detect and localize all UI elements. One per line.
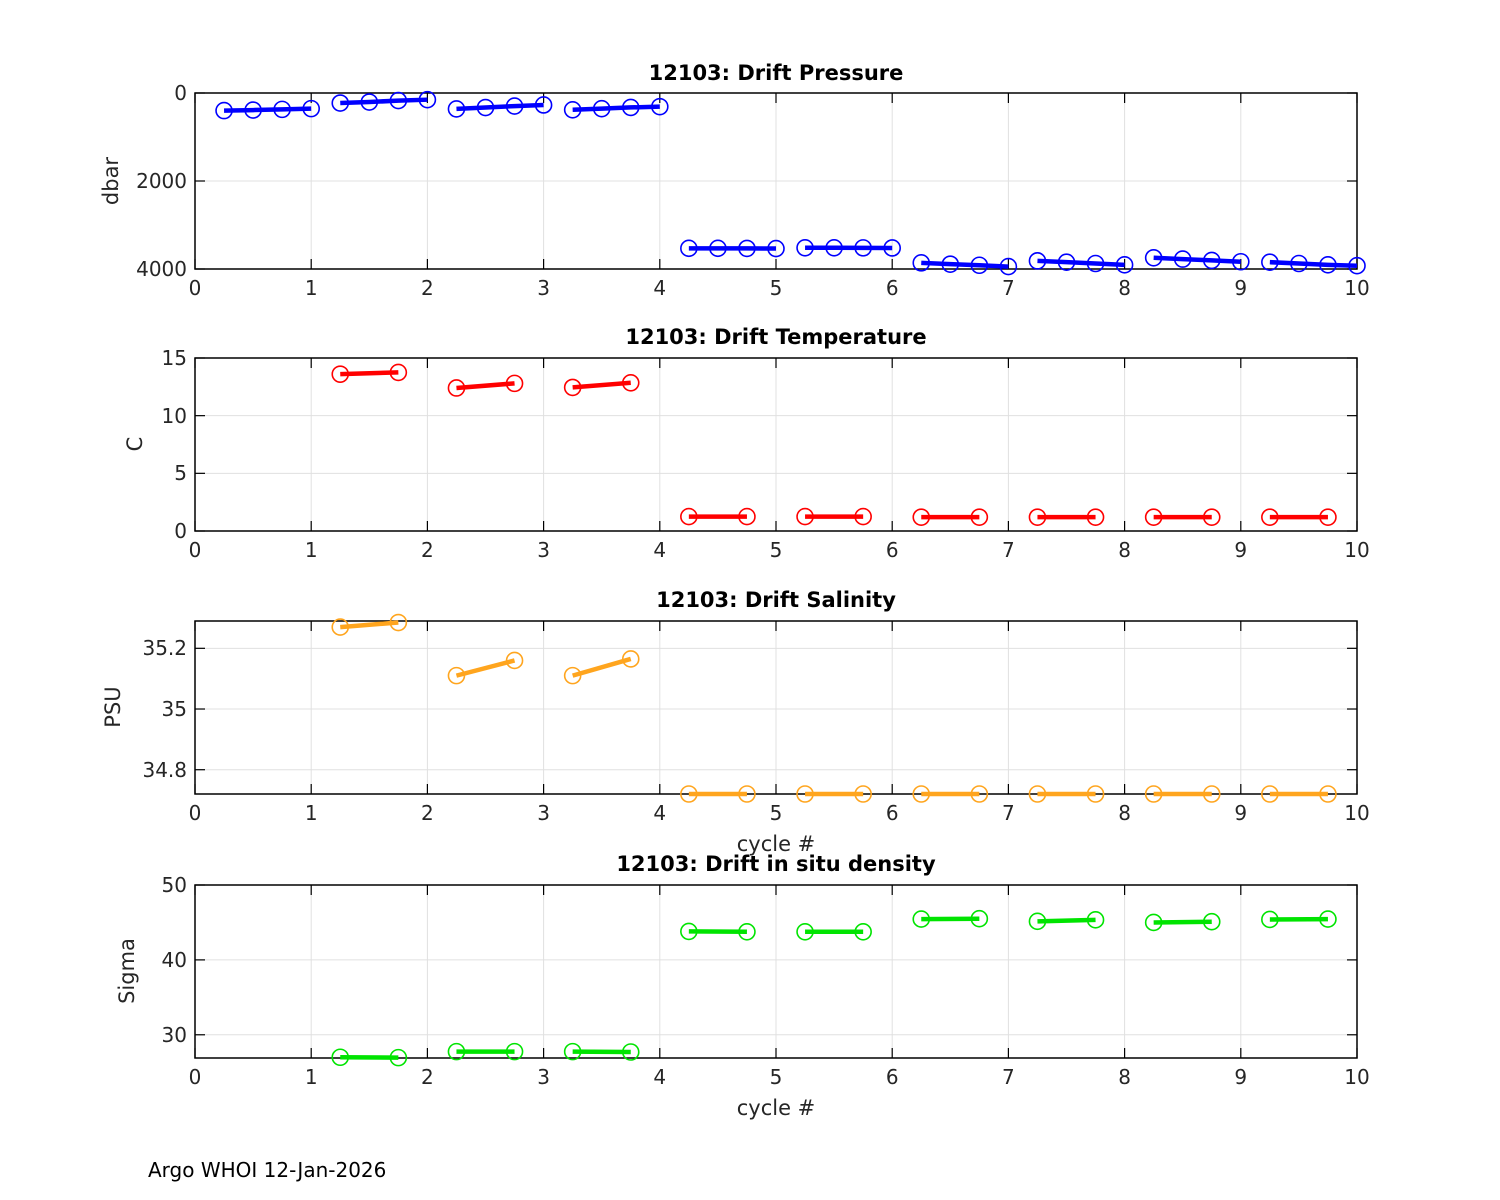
x-tick-label: 5 xyxy=(769,801,783,825)
x-tick-label: 6 xyxy=(885,538,899,562)
x-tick-label: 9 xyxy=(1234,1065,1248,1089)
density-xlabel: cycle # xyxy=(736,1096,816,1120)
salinity-xlabel: cycle # xyxy=(736,832,816,856)
x-tick-label: 1 xyxy=(304,276,318,300)
salinity-plot-area xyxy=(194,613,1358,803)
temperature-ylabel: C xyxy=(123,436,147,452)
density-plot-area xyxy=(194,884,1358,1067)
y-tick-label: 34.8 xyxy=(142,757,187,782)
y-tick-label: 0 xyxy=(174,519,187,543)
density-title: 12103: Drift in situ density xyxy=(616,852,936,876)
pressure-title: 12103: Drift Pressure xyxy=(648,61,904,85)
x-tick-label: 0 xyxy=(188,1065,202,1089)
x-tick-label: 10 xyxy=(1344,276,1370,300)
temperature-plot-area xyxy=(194,357,1358,532)
x-tick-label: 3 xyxy=(537,1065,550,1089)
x-tick-label: 9 xyxy=(1234,801,1248,825)
x-tick-label: 7 xyxy=(1002,801,1015,825)
x-tick-label: 4 xyxy=(653,801,667,825)
temperature-title: 12103: Drift Temperature xyxy=(625,325,927,349)
y-tick-label: 0 xyxy=(174,81,187,105)
x-tick-label: 0 xyxy=(188,538,202,562)
x-tick-label: 6 xyxy=(885,276,899,300)
x-tick-label: 2 xyxy=(421,276,434,300)
pressure-plot-area xyxy=(194,90,1366,276)
x-tick-label: 7 xyxy=(1002,538,1015,562)
x-tick-label: 0 xyxy=(188,276,202,300)
x-tick-label: 3 xyxy=(537,276,550,300)
x-tick-label: 1 xyxy=(304,801,318,825)
y-tick-label: 50 xyxy=(161,873,187,897)
x-tick-label: 8 xyxy=(1118,538,1131,562)
x-tick-label: 4 xyxy=(653,1065,667,1089)
x-tick-label: 6 xyxy=(885,801,899,825)
x-tick-label: 4 xyxy=(653,276,667,300)
x-tick-label: 8 xyxy=(1118,1065,1131,1089)
x-tick-label: 7 xyxy=(1002,1065,1015,1089)
x-tick-label: 10 xyxy=(1344,801,1370,825)
x-tick-label: 3 xyxy=(537,538,550,562)
y-tick-label: 35 xyxy=(161,697,187,722)
x-tick-label: 0 xyxy=(188,801,202,825)
x-tick-label: 5 xyxy=(769,276,783,300)
x-tick-label: 4 xyxy=(653,538,667,562)
x-tick-label: 8 xyxy=(1118,276,1131,300)
x-tick-label: 2 xyxy=(421,1065,434,1089)
y-tick-label: 2000 xyxy=(136,169,187,193)
x-tick-label: 2 xyxy=(421,538,434,562)
x-tick-label: 10 xyxy=(1344,538,1370,562)
x-tick-label: 3 xyxy=(537,801,550,825)
x-tick-label: 9 xyxy=(1234,276,1248,300)
salinity-title: 12103: Drift Salinity xyxy=(656,588,896,612)
x-tick-label: 5 xyxy=(769,1065,783,1089)
x-tick-label: 1 xyxy=(304,538,318,562)
y-tick-label: 30 xyxy=(161,1022,187,1047)
x-tick-label: 7 xyxy=(1002,276,1015,300)
x-tick-label: 1 xyxy=(304,1065,318,1089)
x-tick-label: 10 xyxy=(1344,1065,1370,1089)
x-tick-label: 8 xyxy=(1118,801,1131,825)
x-tick-label: 6 xyxy=(885,1065,899,1089)
y-tick-label: 5 xyxy=(174,461,187,486)
figure-footer: Argo WHOI 12-Jan-2026 xyxy=(148,1158,387,1182)
y-tick-label: 4000 xyxy=(136,257,187,281)
y-tick-label: 40 xyxy=(161,947,187,972)
y-tick-label: 35.2 xyxy=(142,636,187,661)
x-tick-label: 2 xyxy=(421,801,434,825)
y-tick-label: 10 xyxy=(161,403,187,428)
x-tick-label: 9 xyxy=(1234,538,1248,562)
x-tick-label: 5 xyxy=(769,538,783,562)
y-tick-label: 15 xyxy=(161,346,187,370)
